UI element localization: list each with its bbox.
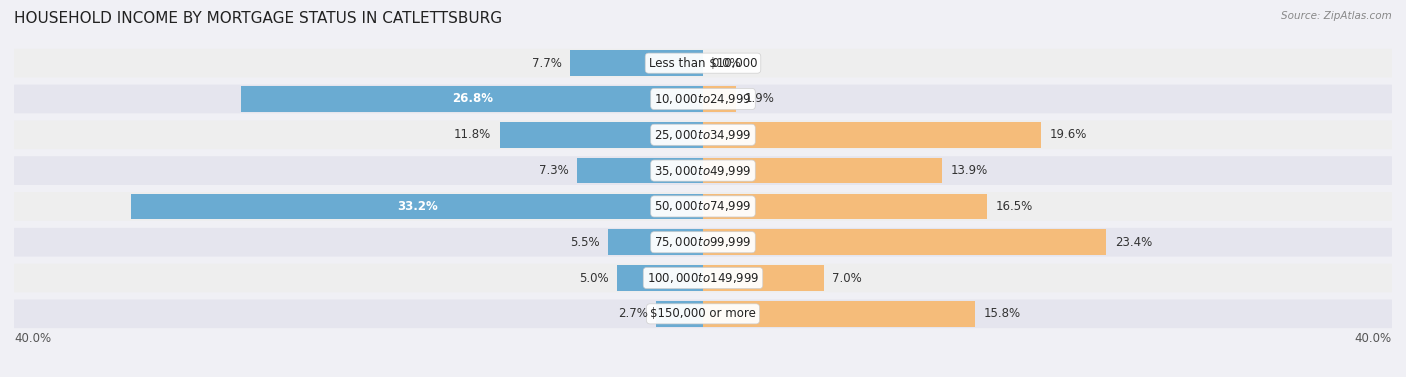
Bar	[609, 229, 703, 255]
Bar	[499, 122, 703, 148]
Bar	[703, 301, 976, 327]
Text: $75,000 to $99,999: $75,000 to $99,999	[654, 235, 752, 249]
Bar	[703, 122, 1040, 148]
FancyBboxPatch shape	[14, 156, 1392, 185]
Text: 7.0%: 7.0%	[832, 271, 862, 285]
Bar	[703, 193, 987, 219]
Text: Less than $10,000: Less than $10,000	[648, 57, 758, 70]
Text: 0.0%: 0.0%	[711, 57, 741, 70]
FancyBboxPatch shape	[14, 121, 1392, 149]
Text: 5.0%: 5.0%	[579, 271, 609, 285]
FancyBboxPatch shape	[14, 299, 1392, 328]
Text: $150,000 or more: $150,000 or more	[650, 307, 756, 320]
FancyBboxPatch shape	[14, 85, 1392, 113]
Text: 15.8%: 15.8%	[984, 307, 1021, 320]
Text: 26.8%: 26.8%	[451, 92, 492, 106]
Bar	[578, 158, 703, 184]
Text: 13.9%: 13.9%	[950, 164, 988, 177]
Bar	[657, 301, 703, 327]
Text: Source: ZipAtlas.com: Source: ZipAtlas.com	[1281, 11, 1392, 21]
Legend: Without Mortgage, With Mortgage: Without Mortgage, With Mortgage	[561, 374, 845, 377]
FancyBboxPatch shape	[14, 228, 1392, 257]
Bar	[571, 50, 703, 76]
Bar	[703, 86, 735, 112]
Text: 19.6%: 19.6%	[1049, 128, 1087, 141]
Text: 23.4%: 23.4%	[1115, 236, 1152, 249]
Text: 16.5%: 16.5%	[995, 200, 1033, 213]
Text: HOUSEHOLD INCOME BY MORTGAGE STATUS IN CATLETTSBURG: HOUSEHOLD INCOME BY MORTGAGE STATUS IN C…	[14, 11, 502, 26]
Text: $35,000 to $49,999: $35,000 to $49,999	[654, 164, 752, 178]
Text: $10,000 to $24,999: $10,000 to $24,999	[654, 92, 752, 106]
Text: $100,000 to $149,999: $100,000 to $149,999	[647, 271, 759, 285]
Bar	[242, 86, 703, 112]
Bar	[703, 265, 824, 291]
Text: 7.7%: 7.7%	[531, 57, 562, 70]
Text: $50,000 to $74,999: $50,000 to $74,999	[654, 199, 752, 213]
FancyBboxPatch shape	[14, 264, 1392, 293]
Bar	[131, 193, 703, 219]
Text: 40.0%: 40.0%	[1355, 332, 1392, 345]
Text: 7.3%: 7.3%	[538, 164, 568, 177]
Text: 40.0%: 40.0%	[14, 332, 51, 345]
Text: 2.7%: 2.7%	[619, 307, 648, 320]
Text: $25,000 to $34,999: $25,000 to $34,999	[654, 128, 752, 142]
FancyBboxPatch shape	[14, 192, 1392, 221]
Text: 11.8%: 11.8%	[454, 128, 491, 141]
Bar	[703, 158, 942, 184]
Bar	[703, 229, 1107, 255]
Text: 1.9%: 1.9%	[744, 92, 775, 106]
Text: 5.5%: 5.5%	[569, 236, 599, 249]
Text: 33.2%: 33.2%	[396, 200, 437, 213]
FancyBboxPatch shape	[14, 49, 1392, 78]
Bar	[617, 265, 703, 291]
